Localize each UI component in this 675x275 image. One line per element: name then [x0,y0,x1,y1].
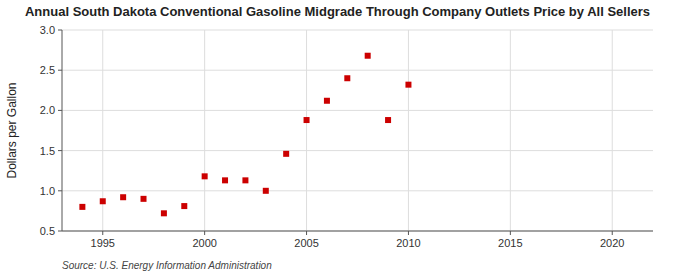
title: Annual South Dakota Conventional Gasolin… [25,4,650,19]
tick-mark [58,231,62,232]
point [344,75,350,81]
point [120,194,126,200]
tick-mark [306,231,307,235]
grid-line [510,30,511,231]
tick-label: 1995 [91,237,115,249]
point [324,98,330,104]
point [141,196,147,202]
y-axis-label: Dollars per Gallon [5,82,19,178]
grid-line [62,110,653,111]
tick-mark [102,231,103,235]
point [161,210,167,216]
tick-label: 2010 [396,237,420,249]
tick-label: 2020 [600,237,624,249]
tick-mark [58,190,62,191]
tick-label: 3.0 [40,24,55,36]
tick-label: 0.5 [40,225,55,237]
tick-mark [58,150,62,151]
grid-line [204,30,205,231]
point [405,82,411,88]
grid-line [408,30,409,231]
point [222,177,228,183]
point [181,203,187,209]
grid-line [62,190,653,191]
tick-mark [58,110,62,111]
tick-mark [58,70,62,71]
grid-line [62,231,653,232]
point [365,53,371,59]
point [79,204,85,210]
point [242,177,248,183]
grid-line [62,70,653,71]
tick-label: 2005 [294,237,318,249]
x-axis-line [62,231,653,232]
chart: Annual South Dakota Conventional Gasolin… [0,0,675,275]
grid-line [612,30,613,231]
y-axis-line [62,30,63,231]
points [79,53,411,217]
tick-label: 1.5 [40,145,55,157]
tick-label: 2015 [498,237,522,249]
point [263,188,269,194]
point [385,117,391,123]
point [202,173,208,179]
point [100,198,106,204]
axes: 0.5 1.0 1.5 2.0 2.5 3.0 1995 2000 2005 2010 2015 20… [40,24,653,249]
tick-mark [204,231,205,235]
tick-label: 2.0 [40,104,55,116]
grid-line [306,30,307,231]
tick-mark [58,30,62,31]
grid-line [62,150,653,151]
grid [62,30,653,231]
tick-mark [510,231,511,235]
tick-mark [612,231,613,235]
tick-label: 2.5 [40,64,55,76]
tick-label: 1.0 [40,185,55,197]
tick-mark [408,231,409,235]
tick-label: 2000 [192,237,216,249]
grid-line [62,30,653,31]
point [283,151,289,157]
annotation: Source: U.S. Energy Information Administ… [62,260,272,271]
point [304,117,310,123]
